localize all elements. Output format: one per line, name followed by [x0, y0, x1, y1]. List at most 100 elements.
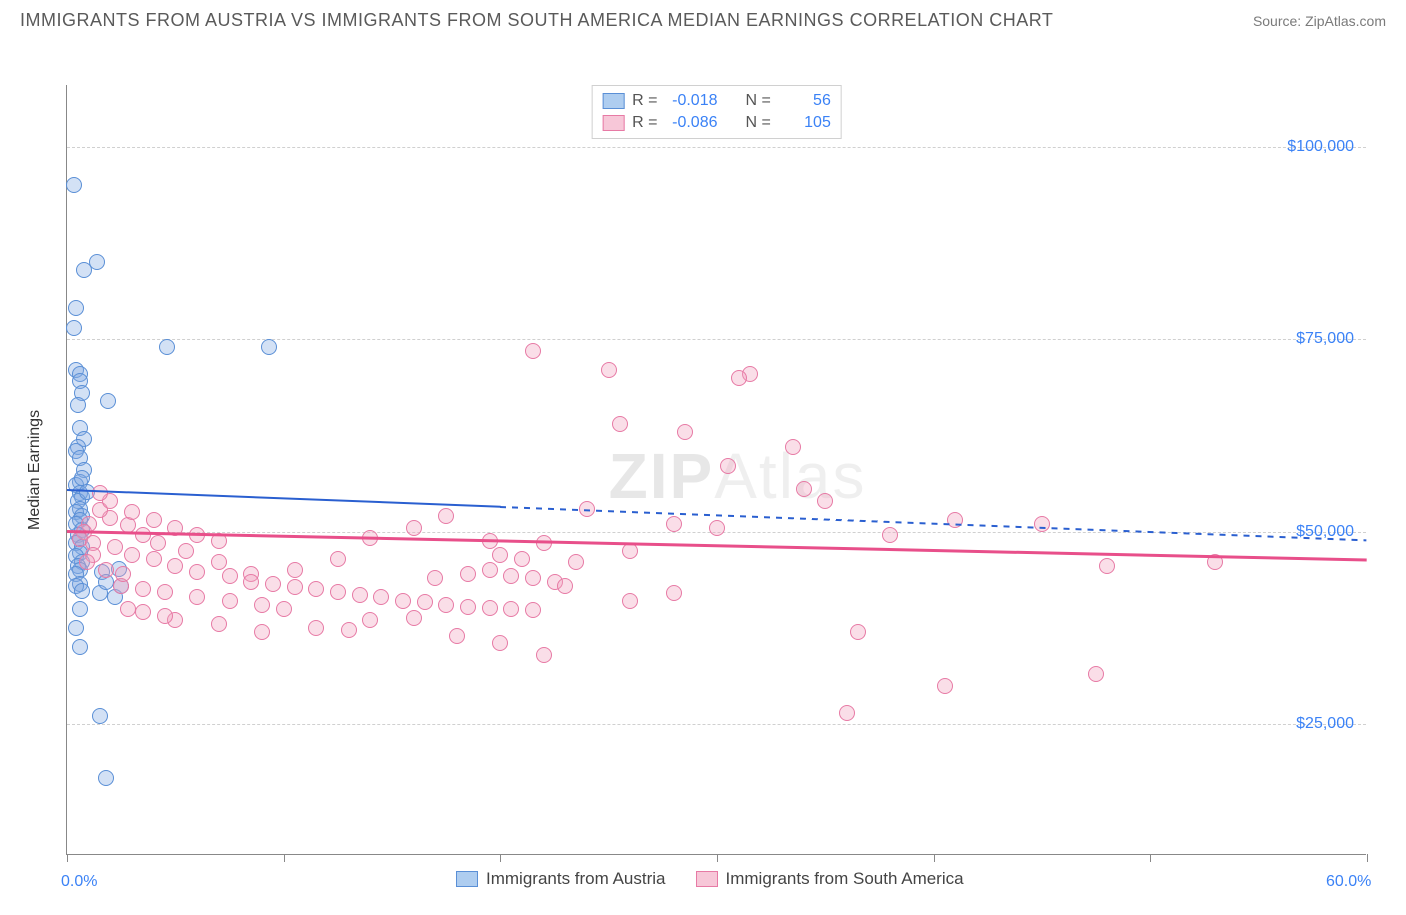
- data-point-south_america: [612, 416, 628, 432]
- data-point-south_america: [72, 531, 88, 547]
- data-point-austria: [76, 462, 92, 478]
- data-point-south_america: [189, 527, 205, 543]
- data-point-south_america: [449, 628, 465, 644]
- data-point-south_america: [568, 554, 584, 570]
- data-point-south_america: [1034, 516, 1050, 532]
- data-point-south_america: [146, 551, 162, 567]
- data-point-south_america: [492, 635, 508, 651]
- data-point-south_america: [742, 366, 758, 382]
- data-point-south_america: [341, 622, 357, 638]
- data-point-austria: [72, 501, 88, 517]
- stats-legend: R =-0.018N =56R =-0.086N =105: [591, 85, 842, 139]
- data-point-south_america: [81, 516, 97, 532]
- data-point-austria: [261, 339, 277, 355]
- data-point-austria: [74, 489, 90, 505]
- data-point-south_america: [135, 527, 151, 543]
- data-point-south_america: [417, 594, 433, 610]
- data-point-austria: [74, 470, 90, 486]
- legend-swatch: [602, 115, 624, 131]
- data-point-austria: [72, 420, 88, 436]
- data-point-south_america: [146, 512, 162, 528]
- data-point-south_america: [601, 362, 617, 378]
- data-point-south_america: [120, 601, 136, 617]
- data-point-south_america: [839, 705, 855, 721]
- data-point-south_america: [254, 624, 270, 640]
- data-point-south_america: [622, 593, 638, 609]
- stat-n-value: 105: [779, 114, 831, 132]
- data-point-austria: [68, 362, 84, 378]
- data-point-austria: [68, 566, 84, 582]
- data-point-south_america: [720, 458, 736, 474]
- data-point-south_america: [1088, 666, 1104, 682]
- x-tick: [717, 854, 718, 862]
- series-legend-item-south_america: Immigrants from South America: [696, 869, 964, 889]
- source-label: Source:: [1253, 13, 1305, 29]
- data-point-south_america: [785, 439, 801, 455]
- data-point-south_america: [167, 612, 183, 628]
- data-point-south_america: [243, 566, 259, 582]
- data-point-south_america: [731, 370, 747, 386]
- stat-r-label: R =: [632, 114, 657, 132]
- data-point-austria: [66, 320, 82, 336]
- data-point-south_america: [709, 520, 725, 536]
- data-point-south_america: [243, 574, 259, 590]
- data-point-south_america: [308, 581, 324, 597]
- series-label: Immigrants from Austria: [486, 869, 666, 889]
- data-point-south_america: [330, 584, 346, 600]
- data-point-austria: [74, 385, 90, 401]
- data-point-austria: [72, 639, 88, 655]
- data-point-south_america: [85, 535, 101, 551]
- trend-line: [67, 530, 1367, 561]
- data-point-south_america: [330, 551, 346, 567]
- data-point-south_america: [406, 610, 422, 626]
- data-point-south_america: [287, 562, 303, 578]
- data-point-south_america: [157, 608, 173, 624]
- data-point-austria: [72, 576, 88, 592]
- data-point-south_america: [189, 589, 205, 605]
- data-point-austria: [70, 558, 86, 574]
- gridline-horizontal: [67, 339, 1366, 340]
- data-point-south_america: [438, 597, 454, 613]
- data-point-south_america: [547, 574, 563, 590]
- data-point-austria: [76, 262, 92, 278]
- data-point-austria: [72, 512, 88, 528]
- x-tick: [1150, 854, 1151, 862]
- data-point-south_america: [124, 547, 140, 563]
- data-point-austria: [72, 531, 88, 547]
- stat-r-label: R =: [632, 92, 657, 110]
- series-legend: Immigrants from Austria Immigrants from S…: [456, 869, 964, 889]
- data-point-austria: [72, 366, 88, 382]
- stat-r-value: -0.086: [666, 114, 718, 132]
- data-point-austria: [111, 561, 127, 577]
- data-point-austria: [98, 574, 114, 590]
- data-point-austria: [100, 393, 116, 409]
- series-legend-item-austria: Immigrants from Austria: [456, 869, 666, 889]
- data-point-austria: [68, 300, 84, 316]
- watermark: ZIPAtlas: [609, 439, 867, 513]
- stats-legend-row-south_america: R =-0.086N =105: [602, 112, 831, 134]
- data-point-south_america: [525, 343, 541, 359]
- data-point-austria: [70, 439, 86, 455]
- data-point-austria: [68, 477, 84, 493]
- data-point-south_america: [157, 584, 173, 600]
- data-point-south_america: [947, 512, 963, 528]
- source-name: ZipAtlas.com: [1305, 13, 1386, 29]
- data-point-austria: [98, 770, 114, 786]
- data-point-south_america: [492, 547, 508, 563]
- data-point-austria: [92, 708, 108, 724]
- data-point-austria: [68, 504, 84, 520]
- data-point-south_america: [460, 566, 476, 582]
- data-point-south_america: [666, 516, 682, 532]
- data-point-south_america: [102, 493, 118, 509]
- data-point-south_america: [102, 510, 118, 526]
- data-point-south_america: [579, 501, 595, 517]
- data-point-south_america: [482, 600, 498, 616]
- data-point-austria: [79, 484, 95, 500]
- data-point-austria: [72, 601, 88, 617]
- data-point-south_america: [211, 554, 227, 570]
- data-point-south_america: [536, 535, 552, 551]
- data-point-south_america: [135, 581, 151, 597]
- data-point-south_america: [882, 527, 898, 543]
- data-point-south_america: [395, 593, 411, 609]
- plot-area: ZIPAtlas$25,000$50,000$75,000$100,000R =…: [66, 85, 1366, 855]
